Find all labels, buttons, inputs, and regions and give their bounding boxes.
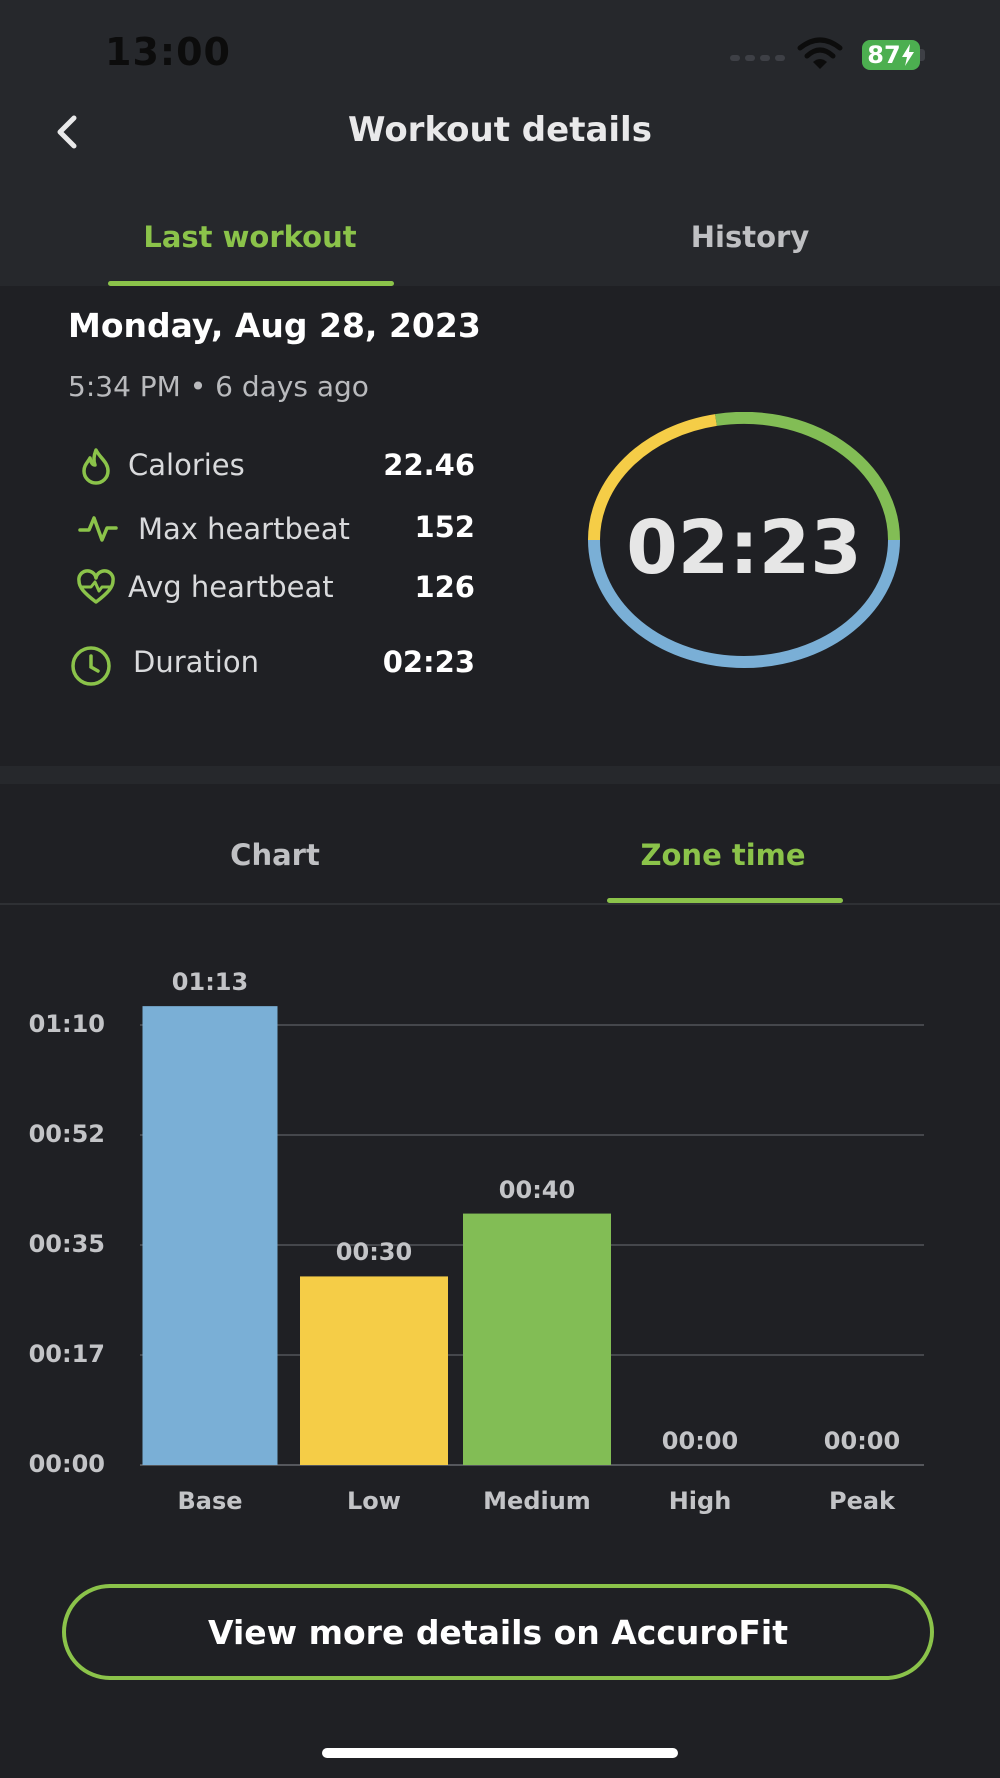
y-tick-label: 00:35	[28, 1230, 105, 1258]
tab-zone-time[interactable]: Zone time	[640, 838, 806, 872]
x-tick-label-medium: Medium	[483, 1487, 591, 1515]
y-tick-label: 00:00	[28, 1450, 105, 1478]
active-tab-indicator	[108, 281, 394, 286]
workout-date: Monday, Aug 28, 2023	[68, 306, 481, 345]
chart-tabs-rule	[0, 903, 1000, 905]
tab-history[interactable]: History	[690, 220, 810, 254]
tab-chart[interactable]: Chart	[230, 838, 320, 872]
workout-time-ago: 5:34 PM • 6 days ago	[68, 370, 369, 403]
zone-time-chart-svg	[140, 1006, 924, 1466]
wifi-icon	[797, 37, 843, 69]
x-tick-label-base: Base	[177, 1487, 243, 1515]
x-tick-label-peak: Peak	[828, 1487, 896, 1515]
stat-value-max-heartbeat: 152	[414, 510, 475, 544]
data-label-peak: 00:00	[823, 1427, 901, 1455]
y-tick-label: 00:52	[28, 1120, 105, 1148]
battery-cap	[920, 49, 925, 61]
bar-medium	[463, 1213, 611, 1465]
view-more-details-button[interactable]: View more details on AccuroFit	[62, 1584, 934, 1680]
header-background	[0, 0, 1000, 286]
data-label-medium: 00:40	[498, 1175, 576, 1204]
tab-last-workout[interactable]: Last workout	[143, 220, 357, 254]
charging-bolt-icon	[901, 44, 914, 66]
stat-value-avg-heartbeat: 126	[414, 570, 475, 604]
y-tick-label: 01:10	[28, 1010, 105, 1038]
heart-pulse-icon	[77, 569, 115, 604]
battery-indicator: 87	[862, 40, 920, 70]
stat-label-duration: Duration	[133, 645, 259, 679]
section-divider	[0, 766, 1000, 784]
duration-ring-value: 02:23	[626, 505, 862, 591]
battery-level: 87	[867, 41, 901, 69]
bar-low	[300, 1276, 448, 1465]
status-time: 13:00	[105, 30, 231, 74]
stat-value-calories: 22.46	[383, 448, 475, 482]
data-label-low: 00:30	[335, 1238, 413, 1267]
clock-icon	[71, 646, 111, 686]
x-tick-label-low: Low	[347, 1487, 401, 1515]
x-tick-label-high: High	[668, 1487, 732, 1515]
home-indicator	[322, 1748, 678, 1758]
duration-ring	[588, 412, 900, 668]
bar-base	[142, 1006, 278, 1465]
zone-time-chart: 00:00 00:17 00:35 00:52 01:10 01:13 Base 00:30 L…	[0, 940, 1000, 1540]
stat-label-avg-heartbeat: Avg heartbeat	[128, 570, 334, 604]
data-label-base: 01:13	[171, 968, 249, 997]
chevron-left-icon[interactable]	[50, 112, 86, 152]
y-tick-label: 00:17	[28, 1340, 105, 1368]
stat-label-calories: Calories	[128, 448, 245, 482]
stat-value-duration: 02:23	[382, 645, 475, 679]
data-label-high: 00:00	[661, 1427, 739, 1455]
heartbeat-icon	[78, 516, 118, 542]
flame-icon	[82, 448, 110, 485]
page-title: Workout details	[348, 110, 652, 150]
cellular-signal-icon	[730, 55, 785, 61]
stat-label-max-heartbeat: Max heartbeat	[138, 512, 350, 546]
active-chart-tab-indicator	[607, 898, 843, 903]
